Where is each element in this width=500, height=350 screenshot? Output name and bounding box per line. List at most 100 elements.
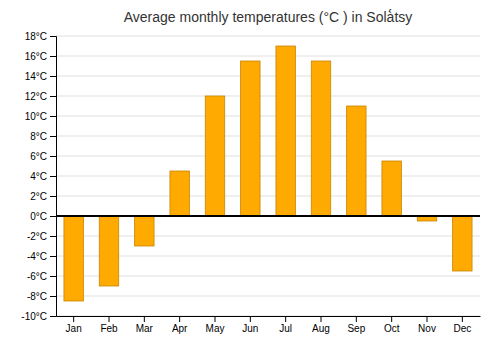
tick-label: Dec: [453, 323, 471, 334]
tick: Jul: [279, 316, 292, 334]
plot: -10°C -8°C -6°C -4°C -2°C 0°C 2°C 4°C 6°C 8°C 10°C…: [21, 31, 480, 334]
tick-label: 4°C: [30, 171, 47, 182]
grid-line: [56, 136, 480, 137]
tick: Jan: [66, 316, 82, 334]
tick-mark: [50, 276, 56, 277]
bar: [347, 106, 366, 216]
tick: 6°C: [30, 151, 56, 162]
tick-label: Oct: [384, 323, 400, 334]
tick: 0°C: [30, 211, 56, 222]
bar: [311, 61, 330, 216]
grid: [56, 36, 480, 316]
tick-label: 8°C: [30, 131, 47, 142]
bar: [135, 216, 154, 246]
tick: Feb: [100, 316, 118, 334]
tick-label: 2°C: [30, 191, 47, 202]
tick: 8°C: [30, 131, 56, 142]
tick-label: 18°C: [25, 31, 47, 42]
bar: [99, 216, 118, 286]
tick-mark: [50, 156, 56, 157]
grid-line: [56, 76, 480, 77]
tick-label: -4°C: [27, 251, 47, 262]
tick-mark: [50, 176, 56, 177]
axis-line: [50, 37, 57, 317]
tick-label: Jul: [279, 323, 292, 334]
tick-label: -6°C: [27, 271, 47, 282]
tick-mark: [50, 96, 56, 97]
tick-mark: [109, 316, 110, 322]
tick-mark: [50, 56, 56, 57]
bar: [241, 61, 260, 216]
tick: -10°C: [21, 311, 56, 322]
tick-mark: [50, 76, 56, 77]
tick-mark: [215, 316, 216, 322]
tick-label: Aug: [312, 323, 330, 334]
grid-line: [56, 256, 480, 257]
tick: Nov: [418, 316, 436, 334]
tick: Apr: [172, 316, 188, 334]
tick-mark: [50, 216, 56, 217]
grid-line: [56, 36, 480, 37]
tick-label: Sep: [347, 323, 365, 334]
bar: [170, 171, 189, 216]
grid-line: [56, 216, 480, 217]
tick-mark: [50, 116, 56, 117]
chart: -10°C -8°C -6°C -4°C -2°C 0°C 2°C 4°C 6°C 8°C 10°C…: [0, 0, 500, 350]
grid-line: [56, 96, 480, 97]
tick-label: 0°C: [30, 211, 47, 222]
tick-label: -10°C: [21, 311, 47, 322]
tick-mark: [356, 316, 357, 322]
bar: [205, 96, 224, 216]
bar: [382, 161, 401, 216]
tick: Mar: [136, 316, 154, 334]
axis-line: [57, 316, 481, 317]
tick: -4°C: [27, 251, 56, 262]
y-axis: -10°C -8°C -6°C -4°C -2°C 0°C 2°C 4°C 6°C 8°C 10°C…: [21, 31, 56, 322]
tick-label: Apr: [172, 323, 188, 334]
tick-mark: [50, 196, 56, 197]
tick: Oct: [384, 316, 400, 334]
bar: [453, 216, 472, 271]
tick: 18°C: [25, 31, 56, 42]
bar: [64, 216, 83, 301]
tick-mark: [50, 316, 56, 317]
grid-line: [56, 116, 480, 117]
tick: 10°C: [25, 111, 56, 122]
tick-mark: [427, 316, 428, 322]
tick-label: 10°C: [25, 111, 47, 122]
tick-mark: [321, 316, 322, 322]
tick-mark: [50, 296, 56, 297]
tick-label: May: [206, 323, 225, 334]
grid-line: [56, 156, 480, 157]
tick: 4°C: [30, 171, 56, 182]
x-axis: Jan Feb Mar Apr May Jun Jul Aug Sep Oct Nov Dec: [57, 316, 481, 334]
tick-label: 16°C: [25, 51, 47, 62]
tick: 14°C: [25, 71, 56, 82]
tick: -6°C: [27, 271, 56, 282]
grid-line: [56, 276, 480, 277]
tick-label: Jun: [242, 323, 258, 334]
tick: -8°C: [27, 291, 56, 302]
tick: Sep: [347, 316, 365, 334]
tick: 16°C: [25, 51, 56, 62]
tick-label: Feb: [100, 323, 118, 334]
tick-mark: [50, 256, 56, 257]
tick-mark: [73, 316, 74, 322]
grid-line: [56, 176, 480, 177]
tick-mark: [250, 316, 251, 322]
zero-line: [56, 215, 480, 217]
tick-mark: [391, 316, 392, 322]
grid-line: [56, 56, 480, 57]
tick-mark: [285, 316, 286, 322]
tick: May: [206, 316, 225, 334]
tick: -2°C: [27, 231, 56, 242]
grid-line: [56, 316, 480, 317]
tick-label: 6°C: [30, 151, 47, 162]
grid-line: [56, 196, 480, 197]
tick-label: Nov: [418, 323, 436, 334]
tick-label: Jan: [66, 323, 82, 334]
title: Average monthly temperatures (°C ) in So…: [124, 9, 413, 25]
tick: Aug: [312, 316, 330, 334]
tick-mark: [144, 316, 145, 322]
tick-mark: [50, 236, 56, 237]
